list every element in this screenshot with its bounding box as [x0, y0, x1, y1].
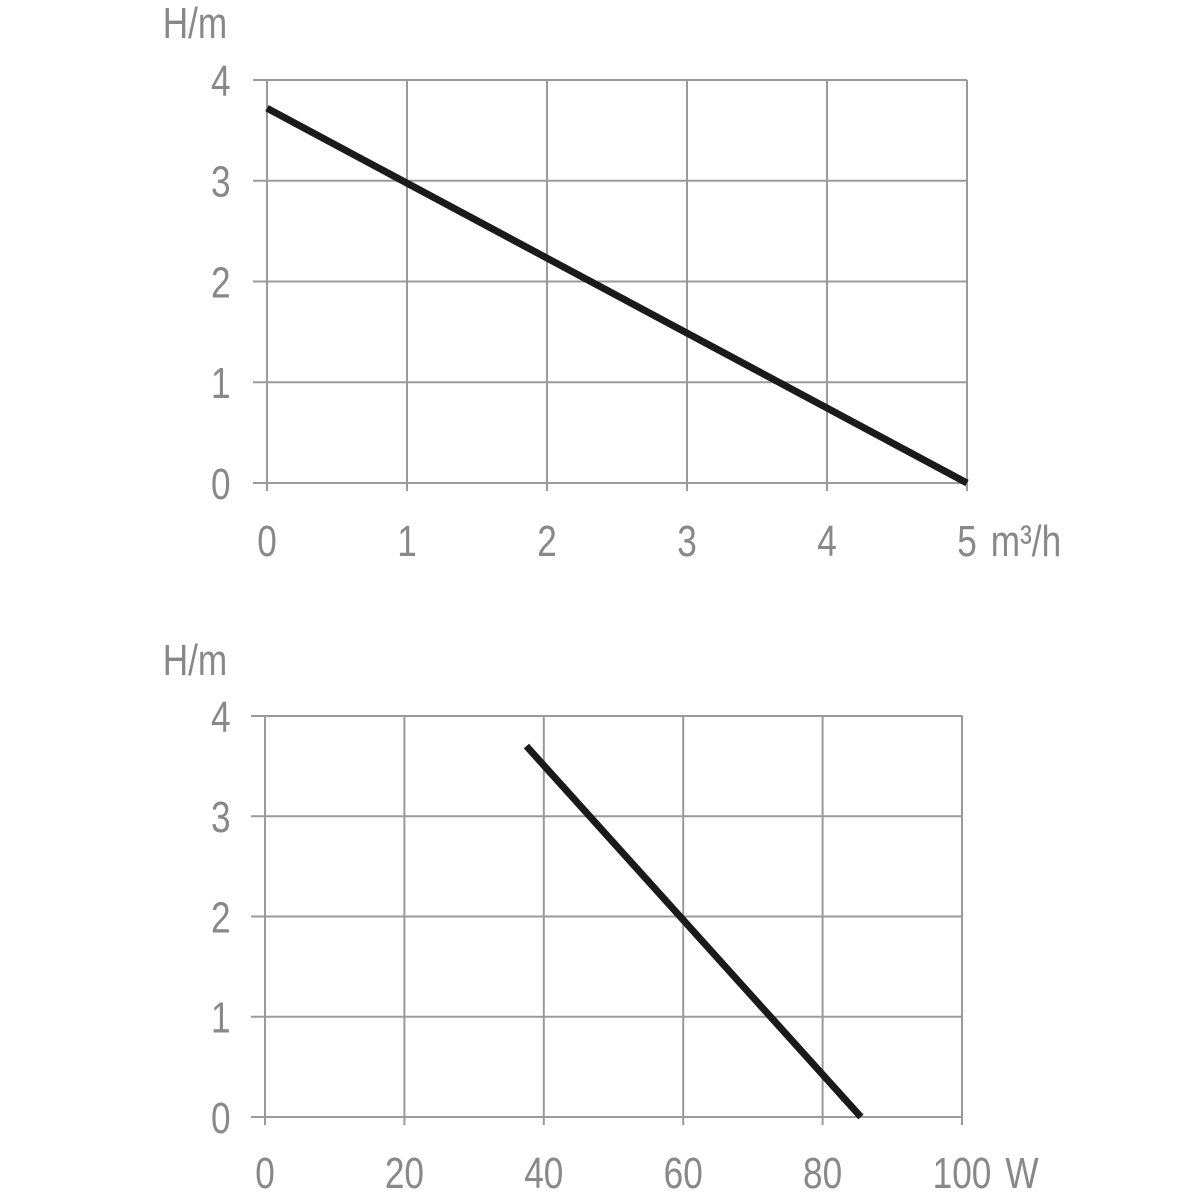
x-axis-label: m³/h — [991, 517, 1061, 566]
y-tick-label: 0 — [211, 460, 231, 509]
x-tick-label: 40 — [524, 1149, 563, 1198]
x-tick-label: 3 — [677, 517, 697, 566]
y-tick-label: 3 — [211, 158, 231, 207]
y-tick-label: 2 — [211, 894, 231, 943]
x-tick-label: 20 — [385, 1149, 424, 1198]
x-tick-label: 80 — [803, 1149, 842, 1198]
y-tick-label: 4 — [211, 693, 231, 742]
y-tick-label: 3 — [211, 794, 231, 843]
x-tick-label: 5 — [957, 517, 977, 566]
y-axis-label: H/m — [163, 636, 228, 685]
series-line — [523, 743, 864, 1120]
x-axis-label: W — [1005, 1149, 1039, 1198]
x-tick-label: 0 — [255, 1149, 275, 1198]
y-tick-label: 0 — [211, 1094, 231, 1143]
x-tick-label: 2 — [537, 517, 557, 566]
x-tick-label: 4 — [817, 517, 837, 566]
y-tick-label: 1 — [211, 994, 231, 1043]
x-tick-label: 0 — [257, 517, 277, 566]
y-tick-label: 2 — [211, 259, 231, 308]
x-tick-label: 1 — [397, 517, 417, 566]
series-line — [265, 105, 969, 487]
y-tick-label: 1 — [211, 360, 231, 409]
x-tick-label: 60 — [664, 1149, 703, 1198]
x-tick-label: 100 — [933, 1149, 992, 1198]
y-tick-label: 4 — [211, 57, 231, 106]
flow-head-chart: 0 1 2 3 4 0 1 2 3 4 5 m³/h H/m — [163, 0, 1061, 566]
y-axis-label: H/m — [163, 0, 228, 48]
